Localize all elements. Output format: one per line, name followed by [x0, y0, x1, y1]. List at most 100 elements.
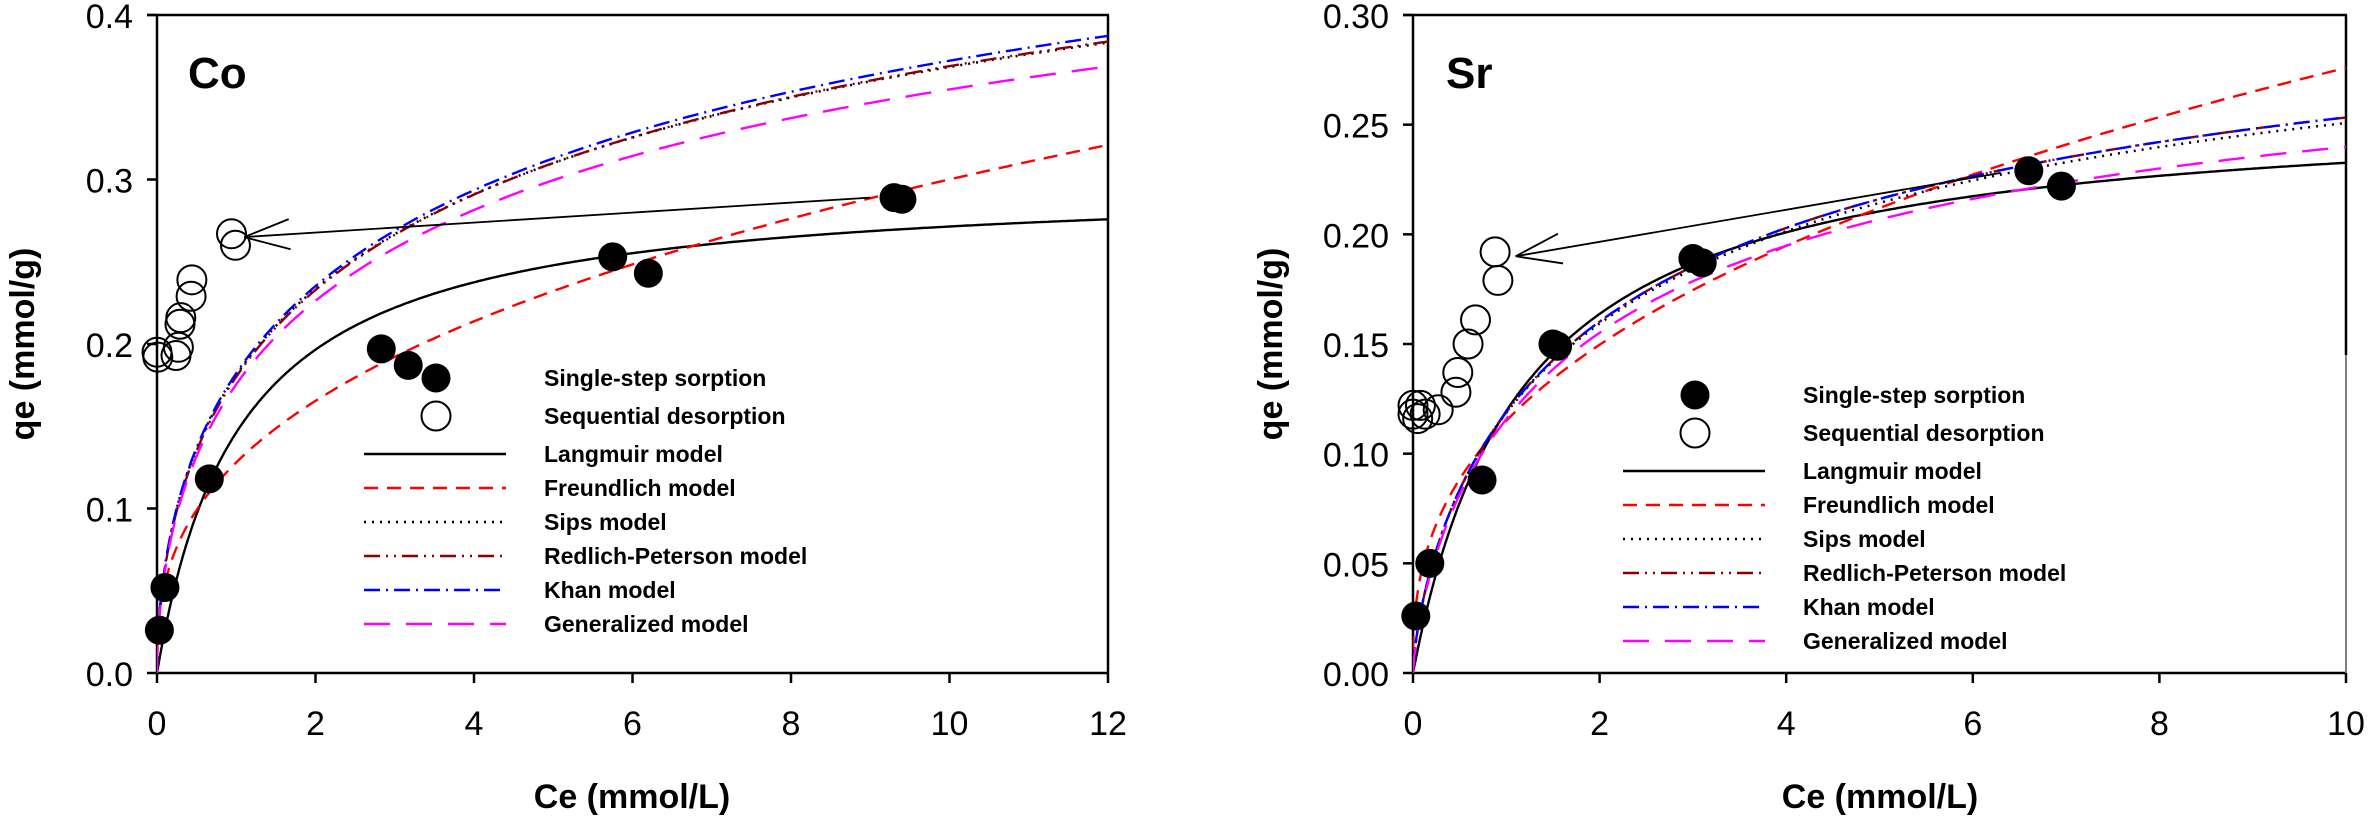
legend-item: Freundlich model [364, 475, 736, 501]
x-tick-label: 8 [2150, 705, 2169, 743]
legend-item: Freundlich model [1623, 492, 1995, 518]
legend-label: Single-step sorption [544, 365, 766, 391]
annotation-arrow [1515, 172, 2001, 265]
data-point [1404, 389, 1436, 421]
y-tick-label: 0.30 [1323, 0, 1389, 36]
panel-label: Co [188, 49, 247, 98]
khan-model-curve [1413, 116, 2346, 673]
data-point [2046, 171, 2076, 201]
y-tick-label: 0.2 [86, 327, 133, 365]
x-tick-label: 12 [1089, 705, 1127, 743]
x-tick-label: 10 [2327, 705, 2365, 743]
data-point [1422, 394, 1454, 426]
legend-label: Khan model [544, 577, 676, 603]
data-point [2014, 156, 2044, 186]
data-point [1687, 248, 1717, 278]
legend-label: Freundlich model [544, 475, 736, 501]
annotation-arrow [243, 196, 871, 251]
data-point [1543, 331, 1573, 361]
open-circle-marker-icon [1679, 417, 1711, 449]
data-point [366, 334, 396, 364]
legend-label: Sips model [544, 509, 667, 535]
legend-item: Sips model [364, 509, 667, 535]
khan-model-curve [157, 34, 1108, 673]
x-axis-title: Ce (mmol/L) [1782, 778, 1978, 816]
legend-label: Langmuir model [544, 441, 723, 467]
legend-label: Sips model [1803, 526, 1926, 552]
legend-item: Sequential desorption [1679, 417, 2045, 449]
legend: Single-step sorption Sequential desorptio… [1623, 380, 2066, 654]
panel-label: Sr [1446, 49, 1492, 98]
redlich-peterson-model-curve [1413, 116, 2346, 673]
chart-panel-co: Co Ce (mmol/L) qe (mmol/g) Single-step s… [4, 0, 1127, 816]
y-axis-title: qe (mmol/g) [4, 248, 42, 441]
x-axis-title: Ce (mmol/L) [534, 778, 730, 816]
freundlich-model-curve [1413, 66, 2346, 673]
legend-item: Redlich-Peterson model [364, 543, 807, 569]
legend-item: Langmuir model [364, 441, 723, 467]
y-tick-label: 0.25 [1323, 108, 1389, 146]
legend-item: Khan model [1623, 594, 1935, 620]
redlich-peterson-model-curve [157, 40, 1108, 673]
y-tick-label: 0.0 [86, 656, 133, 694]
legend-label: Single-step sorption [1803, 382, 2025, 408]
data-point [219, 229, 251, 261]
data-point [1467, 465, 1497, 495]
chart-panel-sr: Sr Ce (mmol/L) qe (mmol/g) Single-step s… [1252, 0, 2365, 816]
data-point [142, 341, 174, 373]
sequential-desorption-points [141, 218, 251, 373]
x-tick-label: 2 [306, 705, 325, 743]
legend-item: Langmuir model [1623, 458, 1982, 484]
data-point [215, 218, 247, 250]
x-tick-label: 0 [148, 705, 167, 743]
y-axis-title: qe (mmol/g) [1252, 248, 1290, 441]
generalized-model-curve [157, 65, 1108, 673]
data-point [1460, 304, 1492, 336]
y-tick-label: 0.4 [86, 0, 133, 36]
data-point [150, 572, 180, 602]
data-point [887, 184, 917, 214]
data-point [1397, 389, 1429, 421]
filled-circle-marker-icon [421, 363, 451, 393]
x-tick-label: 6 [623, 705, 642, 743]
open-circle-marker-icon [420, 400, 452, 432]
data-point [598, 242, 628, 272]
data-point [1479, 236, 1511, 268]
plot-frame [147, 13, 1110, 675]
y-tick-label: 0.20 [1323, 217, 1389, 255]
legend: Single-step sorption Sequential desorptio… [364, 363, 807, 637]
single-step-sorption-points [144, 183, 917, 645]
data-point [1442, 357, 1474, 389]
legend-label: Sequential desorption [1803, 420, 2045, 446]
y-tick-label: 0.00 [1323, 656, 1389, 694]
data-point [1402, 403, 1434, 435]
x-tick-label: 2 [1590, 705, 1609, 743]
legend-label: Freundlich model [1803, 492, 1995, 518]
data-point [1401, 601, 1431, 631]
x-tick-label: 4 [1777, 705, 1796, 743]
model-curves [157, 34, 1108, 673]
sequential-desorption-points [1397, 236, 1514, 435]
data-point [144, 615, 174, 645]
filled-circle-marker-icon [1680, 380, 1710, 410]
data-point [194, 464, 224, 494]
legend-item: Single-step sorption [1680, 380, 2025, 410]
x-tick-label: 6 [1963, 705, 1982, 743]
y-tick-label: 0.15 [1323, 327, 1389, 365]
data-point [1440, 376, 1472, 408]
sips-model-curve [157, 41, 1108, 673]
data-point [393, 350, 423, 380]
legend-label: Generalized model [544, 611, 749, 637]
legend-item: Sips model [1623, 526, 1926, 552]
data-point [1397, 398, 1429, 430]
legend-label: Redlich-Peterson model [544, 543, 807, 569]
y-tick-label: 0.10 [1323, 437, 1389, 475]
legend-item: Generalized model [1623, 628, 2008, 654]
x-tick-label: 10 [931, 705, 969, 743]
legend-label: Sequential desorption [544, 403, 786, 429]
legend-label: Generalized model [1803, 628, 2008, 654]
data-point [176, 264, 208, 296]
data-point [1415, 548, 1445, 578]
data-point [1409, 398, 1441, 430]
